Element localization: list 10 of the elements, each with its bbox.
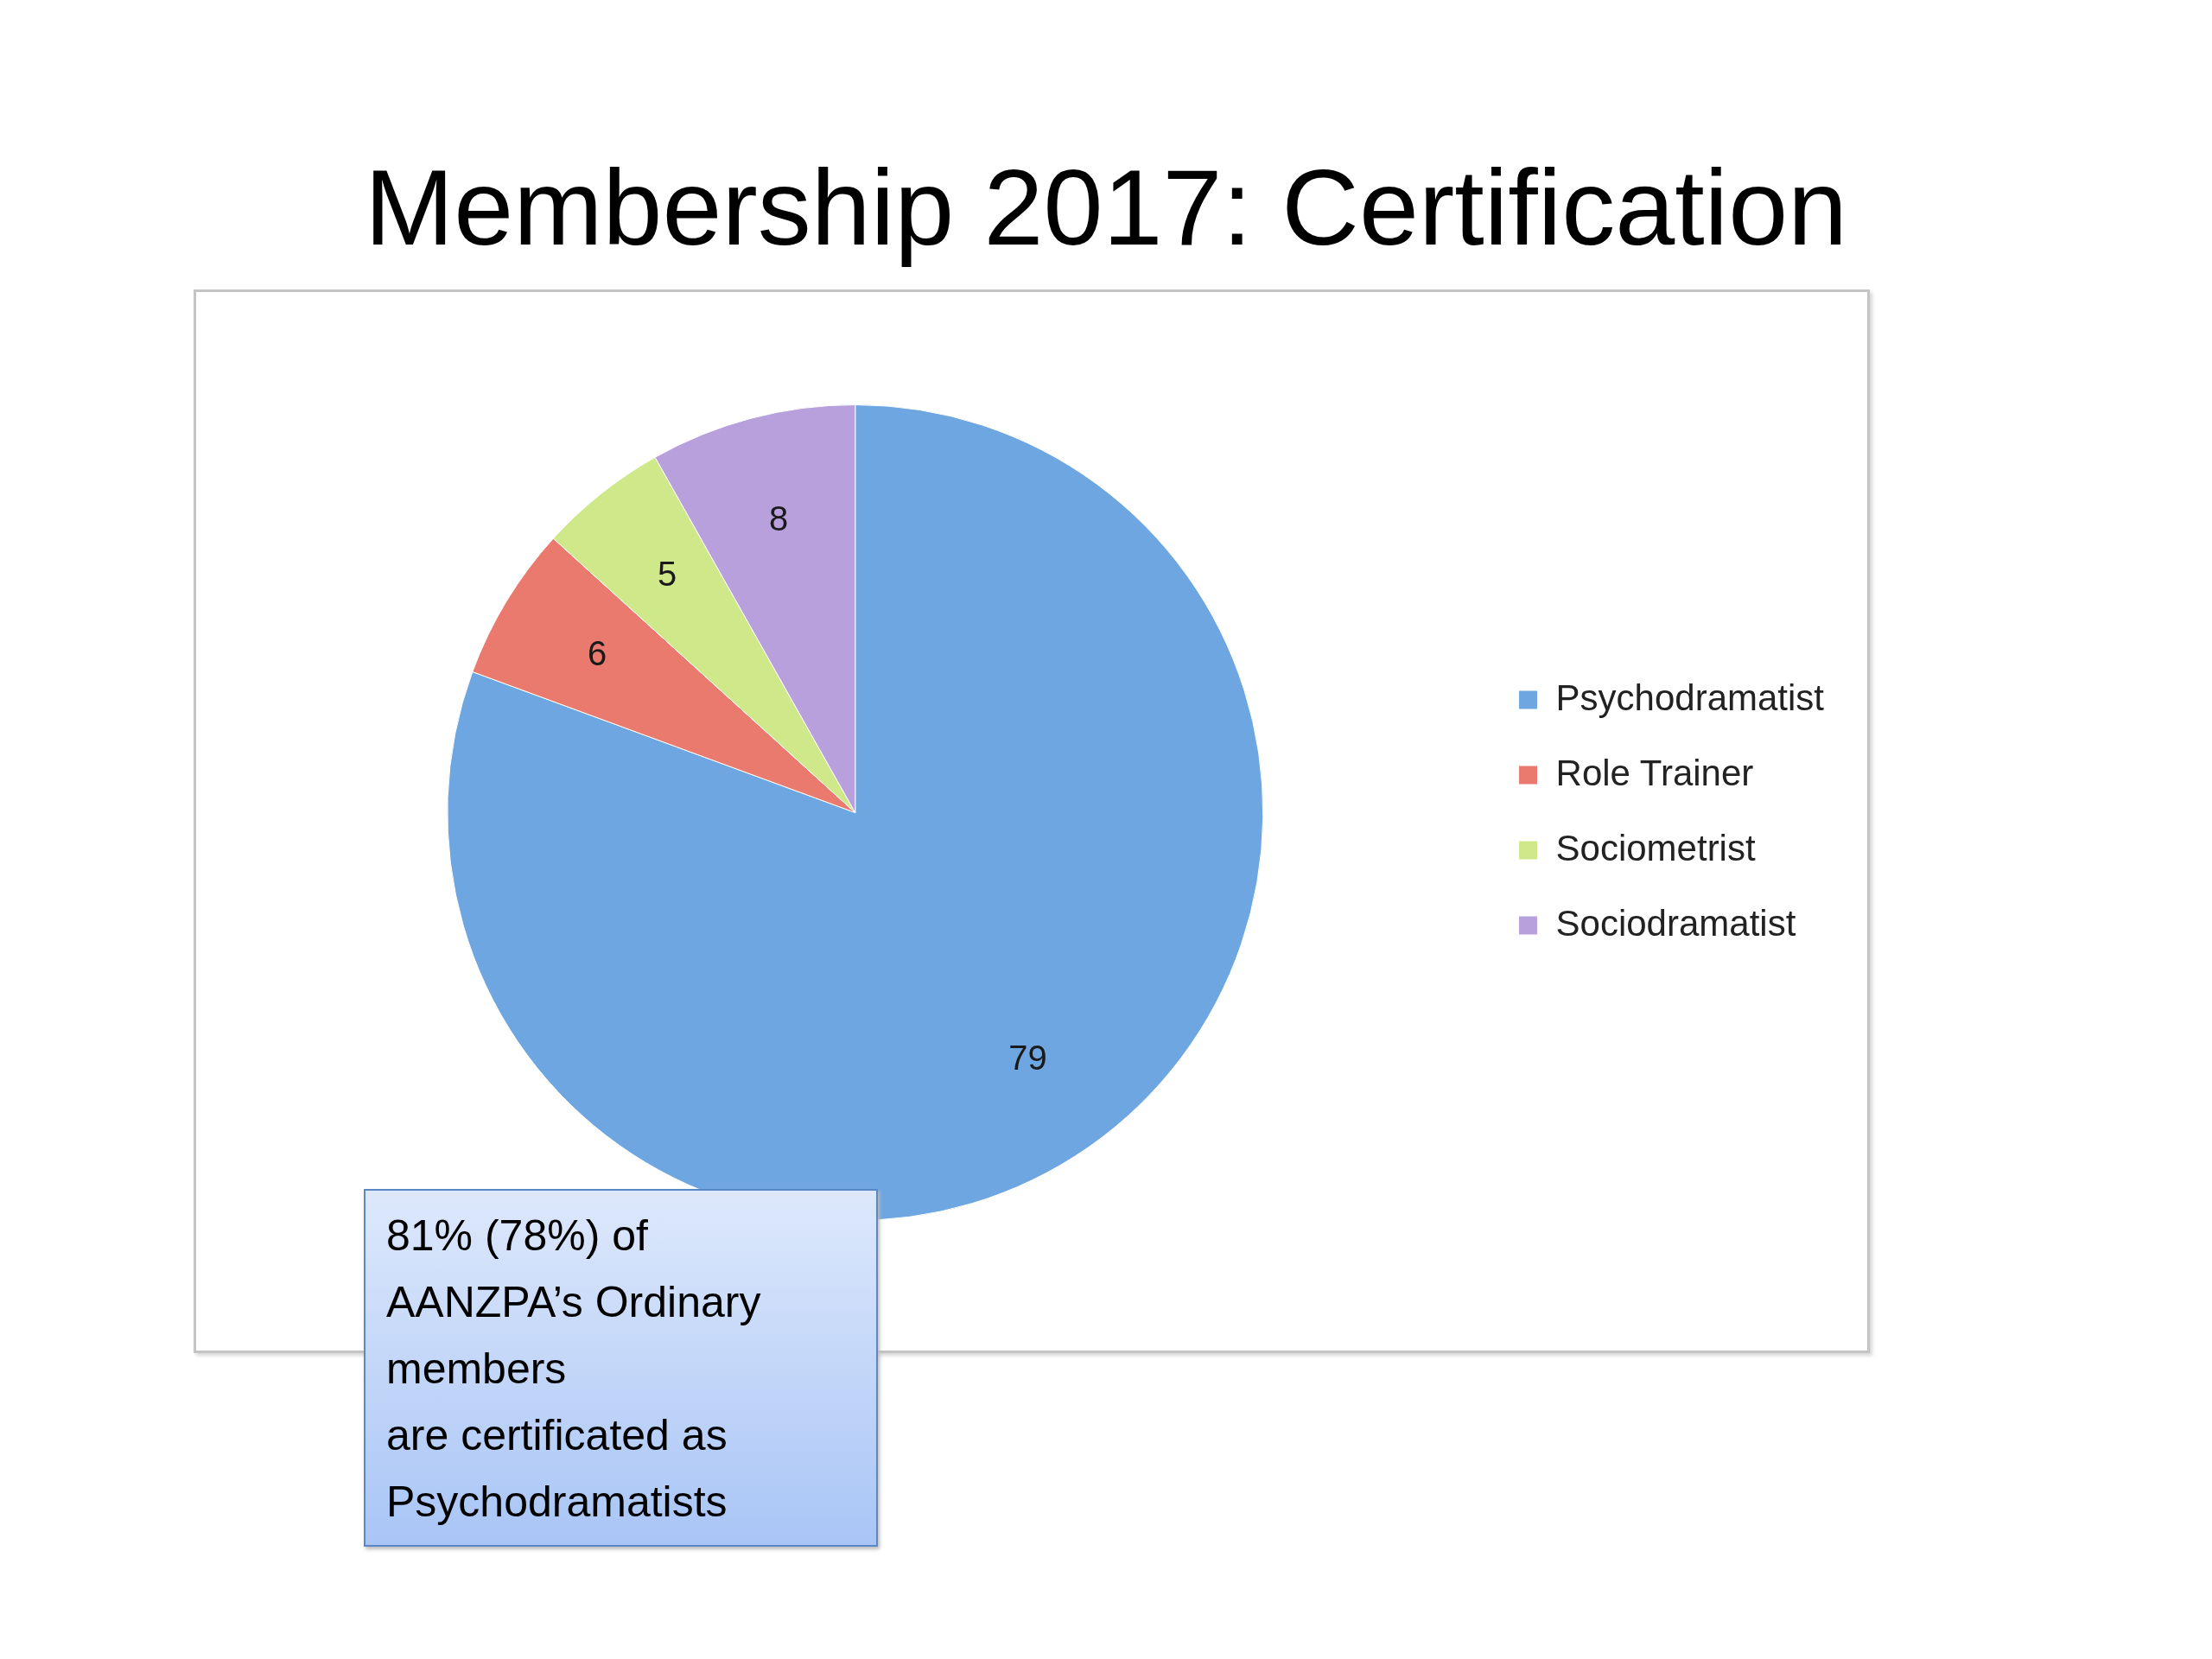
legend-label: Psychodramatist bbox=[1555, 677, 1825, 718]
legend-label: Sociometrist bbox=[1555, 827, 1756, 868]
data-label: 8 bbox=[769, 499, 789, 537]
legend-label: Role Trainer bbox=[1555, 752, 1754, 793]
legend-label: Sociodramatist bbox=[1555, 902, 1796, 944]
data-label: 6 bbox=[587, 634, 607, 673]
chart-title: Membership 2017: Certification bbox=[363, 147, 1849, 268]
data-label: 79 bbox=[1008, 1039, 1047, 1077]
data-label: 5 bbox=[657, 555, 677, 594]
callout-box: 81% (78%) of AANZPA’s Ordinary members are certificated as Psychodramatists bbox=[364, 1189, 878, 1547]
